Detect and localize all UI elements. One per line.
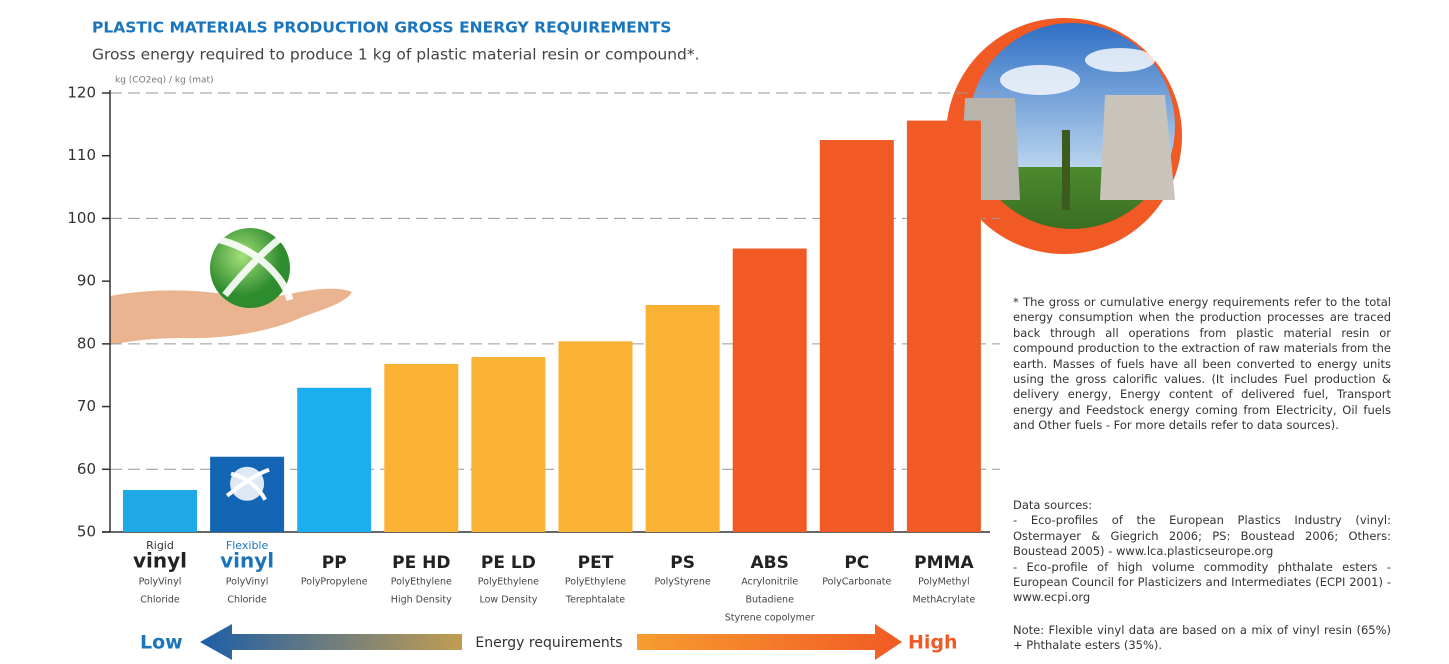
category-description: Chloride [140,595,180,606]
sources-title: Data sources: [1013,498,1093,512]
y-tick-label: 60 [77,460,96,478]
bar [384,363,459,532]
category-description: PolyEthylene [565,577,626,588]
category-description: PolyEthylene [478,577,539,588]
bar [732,248,807,532]
y-tick-label: 70 [77,397,96,415]
vinyl-logo [230,466,265,501]
x-tick-label: vinyl [220,549,274,573]
category-description: PolyStyrene [654,577,710,588]
category-description: PolyVinyl [139,577,182,588]
category-description: PolyPropylene [301,577,368,588]
category-prefix: Flexible [226,539,269,552]
x-tick-label: PS [670,553,695,573]
category-description: PolyVinyl [226,577,269,588]
category-description: Butadiene [745,595,794,606]
x-tick-label: vinyl [133,549,187,573]
chart-subtitle: Gross energy required to produce 1 kg of… [92,46,700,64]
scale-low: Low [140,632,183,654]
category-description: High Density [391,595,452,606]
y-tick-label: 90 [77,272,96,290]
x-tick-label: PMMA [914,553,974,573]
x-tick-label: PP [322,553,347,573]
note: Note: Flexible vinyl data are based on a… [1013,623,1391,653]
x-tick-label: PC [844,553,869,573]
category-description: PolyMethyl [918,577,970,588]
scale-label: Energy requirements [475,635,622,651]
category-description: PolyEthylene [391,577,452,588]
chart-title: PLASTIC MATERIALS PRODUCTION GROSS ENERG… [92,19,671,37]
category-prefix: Rigid [146,539,174,552]
x-tick-label: PE HD [392,553,450,573]
category-description: MethAcrylate [912,595,975,606]
y-tick-label: 80 [77,334,96,352]
x-tick-label: ABS [751,553,789,573]
y-tick-label: 120 [67,84,96,102]
bar [123,489,197,532]
bar [297,387,372,532]
bar [471,357,546,532]
sources: Data sources: - Eco-profiles of the Euro… [1013,498,1391,606]
y-tick-label: 100 [67,209,96,227]
x-tick-label: PET [578,553,614,573]
y-axis-label: kg (CO2eq) / kg (mat) [115,76,214,86]
category-description: Low Density [479,595,537,606]
category-description: PolyCarbonate [822,577,891,588]
category-description: Acrylonitrile [741,577,798,588]
footnote: * The gross or cumulative energy require… [1013,295,1391,433]
category-description: Styrene copolymer [725,613,815,624]
energy-scale: Low Energy requirements High [140,624,958,660]
y-tick-label: 50 [77,523,96,541]
vinyl-logo [225,467,270,501]
source: - Eco-profiles of the European Plastics … [1013,513,1391,559]
bar [819,140,894,533]
x-tick-label: PE LD [481,553,536,573]
y-tick-label: 110 [67,146,96,164]
category-description: Chloride [227,595,267,606]
hand-illustration [110,228,352,345]
bar [906,120,981,532]
scale-high: High [908,632,958,654]
source: - Eco-profile of high volume commodity p… [1013,559,1391,605]
bar [645,304,720,532]
category-description: Terephtalate [565,595,625,606]
bar [558,341,633,532]
